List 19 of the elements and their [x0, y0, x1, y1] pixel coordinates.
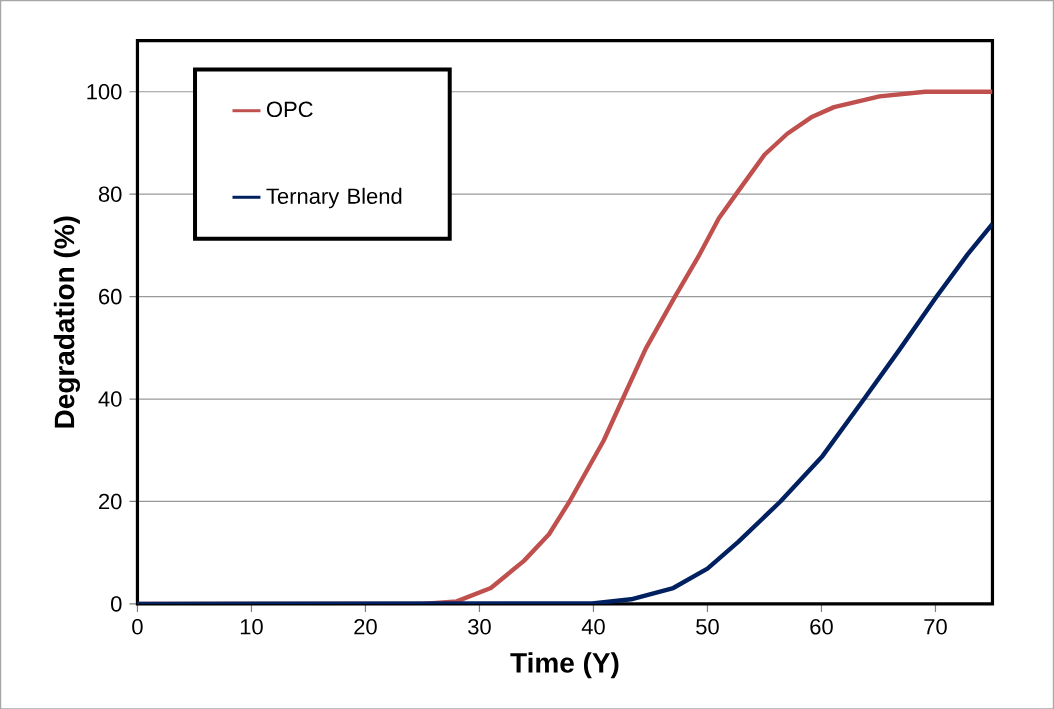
x-tick-label: 20: [354, 618, 377, 635]
x-tick-label: 70: [924, 618, 947, 635]
y-tick-label: 40: [98, 391, 122, 407]
y-tick-label: 0: [111, 595, 122, 612]
legend-label: Ternary Blend: [266, 187, 402, 209]
y-tick-label: 60: [99, 288, 122, 305]
line-series: [137, 221, 993, 604]
x-axis-title: Time (Y): [510, 652, 619, 679]
y-axis-title: Degradation (%): [53, 216, 80, 428]
legend-label: OPC: [266, 101, 313, 117]
x-tick-label: 50: [696, 618, 719, 635]
x-tick-label: 60: [810, 618, 833, 635]
x-tick-label: 40: [581, 618, 605, 635]
x-tick-label: 0: [132, 618, 143, 635]
x-tick-label: 10: [240, 618, 263, 635]
x-tick-label: 30: [468, 618, 491, 635]
y-tick-label: 80: [98, 186, 122, 202]
y-tick-label: 20: [99, 493, 122, 510]
y-tick-label: 100: [87, 83, 122, 100]
